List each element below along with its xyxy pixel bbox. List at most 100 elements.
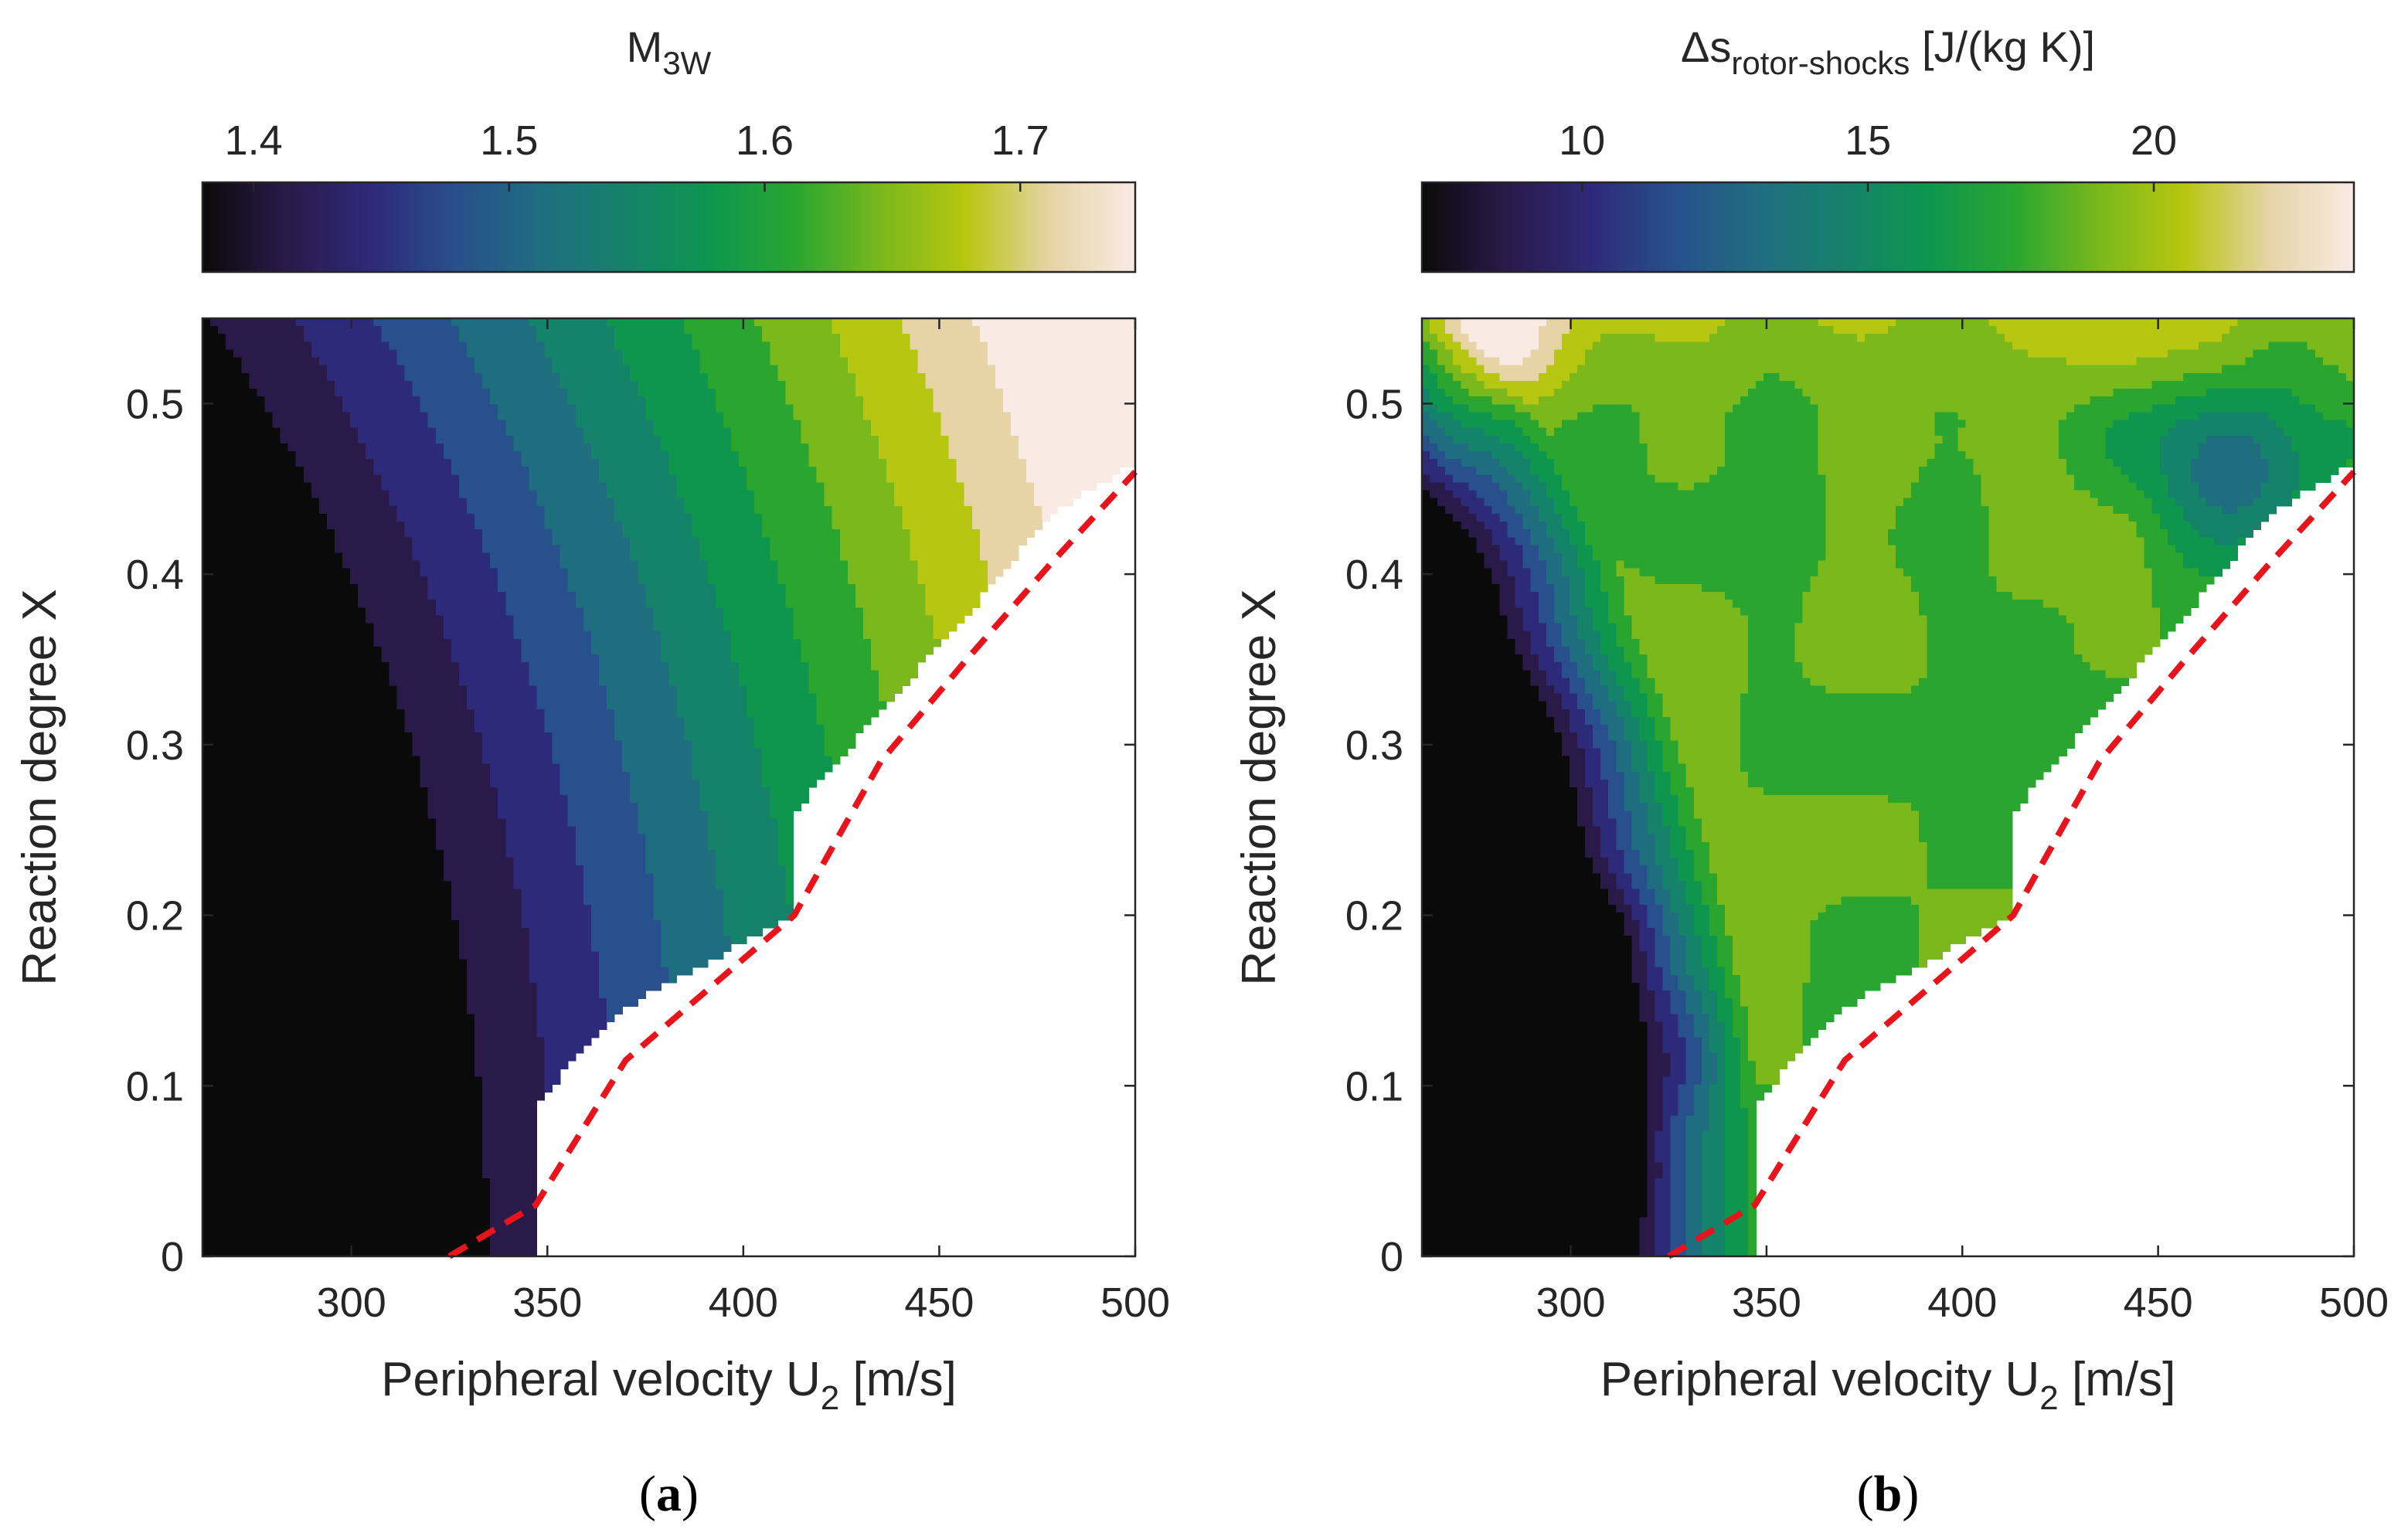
contour-cell: [513, 435, 584, 444]
contour-cell: [1422, 646, 1516, 655]
contour-cell: [396, 693, 468, 702]
contour-cell: [202, 318, 211, 327]
contour-cell: [638, 810, 709, 820]
contour-cell: [1662, 1162, 1672, 1171]
contour-cell: [1988, 545, 2145, 554]
contour-cell: [777, 841, 794, 851]
contour-cell: [1422, 756, 1570, 765]
contour-cell: [1701, 896, 1718, 906]
contour-cell: [607, 685, 678, 695]
contour-cell: [1716, 991, 1726, 999]
contour-cell: [2151, 592, 2199, 600]
contour-cell: [1709, 865, 1927, 874]
contour-cell: [366, 607, 437, 617]
contour-cell: [1546, 576, 1570, 585]
contour-cell: [886, 459, 957, 467]
contour-cell: [2299, 459, 2347, 467]
contour-cell: [1647, 1052, 1672, 1062]
contour-cell: [808, 459, 887, 467]
contour-cell: [389, 678, 460, 687]
contour-cell: [1919, 936, 1967, 944]
contour-cell: [1685, 834, 1702, 843]
contour-cell: [1437, 334, 1454, 342]
contour-cell: [1709, 974, 1726, 984]
contour-cell: [995, 372, 1135, 382]
contour-cell: [1422, 615, 1508, 624]
contour-cell: [583, 427, 654, 437]
contour-cell: [1422, 919, 1624, 929]
contour-cell: [482, 732, 553, 741]
contour-cell: [1701, 1209, 1726, 1218]
contour-cell: [1927, 873, 2013, 882]
contour-cell: [607, 490, 678, 499]
contour-cell: [1561, 748, 1586, 757]
contour-cell: [1670, 1123, 1687, 1132]
contour-cell: [342, 552, 413, 562]
contour-cell: [1724, 974, 1741, 984]
contour-cell: [466, 685, 538, 695]
contour-cell: [1740, 1099, 1757, 1109]
contour-cell: [1422, 1092, 1648, 1101]
contour-cell: [598, 670, 670, 678]
contour-cell: [2012, 342, 2199, 351]
contour-cell: [202, 771, 421, 780]
contour-cell: [1507, 490, 1532, 499]
contour-cell: [598, 467, 670, 475]
contour-cell: [614, 732, 685, 741]
contour-cell: [1693, 803, 1912, 811]
contour-cell: [1716, 943, 1733, 953]
contour-cell: [1422, 576, 1493, 585]
contour-cell: [1701, 1131, 1726, 1140]
contour-cell: [1825, 513, 1896, 522]
contour-cell: [1927, 630, 2075, 640]
contour-cell: [202, 1170, 483, 1179]
contour-cell: [1515, 592, 1539, 600]
contour-cell: [1476, 537, 1493, 545]
contour-cell: [1647, 670, 1749, 678]
contour-cell: [1499, 357, 1524, 366]
contour-cell: [1538, 372, 1570, 382]
contour-cell: [933, 396, 1004, 405]
contour-cell: [451, 896, 522, 906]
contour-cell: [1716, 1052, 1726, 1062]
contour-cell: [521, 654, 600, 663]
contour-cell: [443, 450, 522, 460]
contour-cell: [1624, 912, 1632, 921]
panel-label-paren-close: ): [1902, 1466, 1919, 1522]
contour-cell: [1810, 678, 1920, 687]
panel-label-paren-close: ): [682, 1466, 699, 1522]
contour-cell: [1647, 919, 1664, 929]
colorbar-tick-label: 15: [1845, 117, 1891, 164]
contour-cell: [202, 607, 366, 617]
contour-cell: [785, 600, 856, 608]
contour-cell: [1593, 662, 1609, 671]
contour-cell: [1818, 420, 1935, 429]
contour-cell: [1896, 318, 1990, 327]
contour-cell: [427, 576, 498, 585]
contour-cell: [1522, 615, 1539, 624]
x-axis-label-main: Peripheral velocity U: [1600, 1353, 2040, 1406]
contour-cell: [987, 560, 1012, 569]
colorbar: [1420, 181, 2355, 274]
contour-cell: [2144, 490, 2168, 499]
contour-cell: [202, 1185, 491, 1194]
contour-cell: [1740, 1052, 1749, 1062]
contour-cell: [1577, 787, 1593, 796]
contour-cell: [1422, 334, 1438, 342]
contour-cell: [1685, 1069, 1702, 1077]
contour-cell: [567, 389, 638, 397]
contour-cell: [1019, 450, 1135, 460]
contour-cell: [1422, 654, 1524, 663]
contour-cell: [2190, 467, 2270, 475]
contour-cell: [1662, 928, 1679, 936]
contour-cell: [1927, 662, 2090, 671]
contour-cell: [1934, 427, 1959, 437]
contour-cell: [1631, 904, 1648, 913]
contour-cell: [1647, 1147, 1656, 1156]
contour-cell: [1631, 841, 1656, 851]
contour-cell: [1810, 959, 1920, 968]
contour-cell: [2059, 450, 2106, 460]
contour-cell: [1794, 380, 2153, 389]
contour-cell: [1716, 1014, 1733, 1023]
contour-cell: [1522, 522, 1547, 530]
